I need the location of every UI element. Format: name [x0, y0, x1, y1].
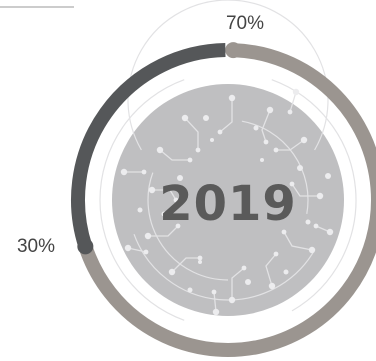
circuit-node	[156, 146, 164, 154]
circuit-node	[187, 287, 193, 293]
circuit-arc	[99, 79, 185, 321]
circuit-node	[313, 223, 319, 229]
circuit-trace	[283, 231, 313, 251]
circuit-node	[273, 251, 279, 257]
circuit-trace	[148, 225, 179, 237]
circuit-node	[124, 244, 132, 252]
ring-slice-70	[78, 43, 376, 357]
circuit-node	[283, 269, 289, 275]
circuit-trace	[184, 117, 199, 150]
circuit-trace	[171, 257, 200, 273]
circuit-node	[260, 158, 264, 162]
circuit-node	[297, 165, 303, 171]
circuit-node	[253, 125, 259, 131]
circuit-node	[120, 168, 128, 176]
circuit-node	[217, 129, 223, 135]
circuit-node	[181, 114, 189, 122]
circuit-node	[177, 175, 183, 181]
ring-slice-cap-70	[225, 42, 242, 59]
circuit-node	[316, 192, 324, 200]
circuit-arc	[147, 172, 229, 281]
circuit-node	[325, 173, 331, 179]
circuit-node	[141, 169, 147, 175]
circuit-node	[268, 282, 276, 290]
circuit-node	[168, 268, 176, 276]
circuit-node	[197, 255, 203, 261]
circuit-node	[273, 147, 279, 153]
circuit-node	[212, 308, 220, 316]
ring-slice-cap-30	[77, 238, 94, 255]
circuit-arc	[271, 79, 357, 312]
circuit-node	[289, 181, 295, 187]
circuit-node	[148, 186, 156, 194]
circuit-node	[161, 211, 167, 217]
circuit-node	[228, 94, 236, 102]
circuit-node	[187, 157, 193, 163]
circuit-node	[326, 228, 334, 236]
circuit-trace	[213, 291, 217, 313]
circuit-node	[198, 260, 202, 264]
circuit-node	[266, 106, 274, 114]
circuit-node	[241, 265, 247, 271]
circuit-trace	[265, 253, 277, 287]
circuit-node	[308, 246, 316, 254]
circuit-trace	[291, 183, 320, 197]
circuit-node	[292, 88, 300, 96]
circuit-trace	[261, 109, 271, 143]
circuit-trace	[231, 267, 245, 300]
circuit-node	[211, 289, 217, 295]
circuit-trace	[289, 91, 297, 113]
circuit-node	[144, 232, 152, 240]
slice-label-30: 30%	[17, 236, 55, 257]
circuit-node	[287, 109, 293, 115]
circuit-node	[175, 223, 181, 229]
circuit-trace	[152, 189, 177, 201]
inner-disc	[112, 84, 344, 316]
circuit-node	[300, 136, 308, 144]
circuit-arc	[241, 120, 309, 214]
circuit-trace	[159, 149, 190, 161]
circuit-trace	[276, 139, 305, 151]
circuit-node	[173, 197, 179, 203]
circuit-node	[228, 296, 236, 304]
circuit-node	[203, 115, 209, 121]
ring-slices	[71, 42, 376, 357]
slice-label-70: 70%	[226, 13, 264, 34]
circuit-node	[210, 138, 214, 142]
circuit-node	[281, 229, 287, 235]
circuit-node	[195, 147, 201, 153]
circuit-node	[143, 249, 149, 255]
circuit-node	[305, 219, 311, 225]
circuit-node	[137, 207, 143, 213]
circuit-trace	[219, 98, 233, 133]
ring-slice-30	[71, 43, 226, 249]
circuit-node	[245, 279, 251, 285]
circuit-node	[263, 139, 269, 145]
circuit-arc	[133, 233, 316, 301]
center-year-label: 2019	[159, 176, 297, 232]
